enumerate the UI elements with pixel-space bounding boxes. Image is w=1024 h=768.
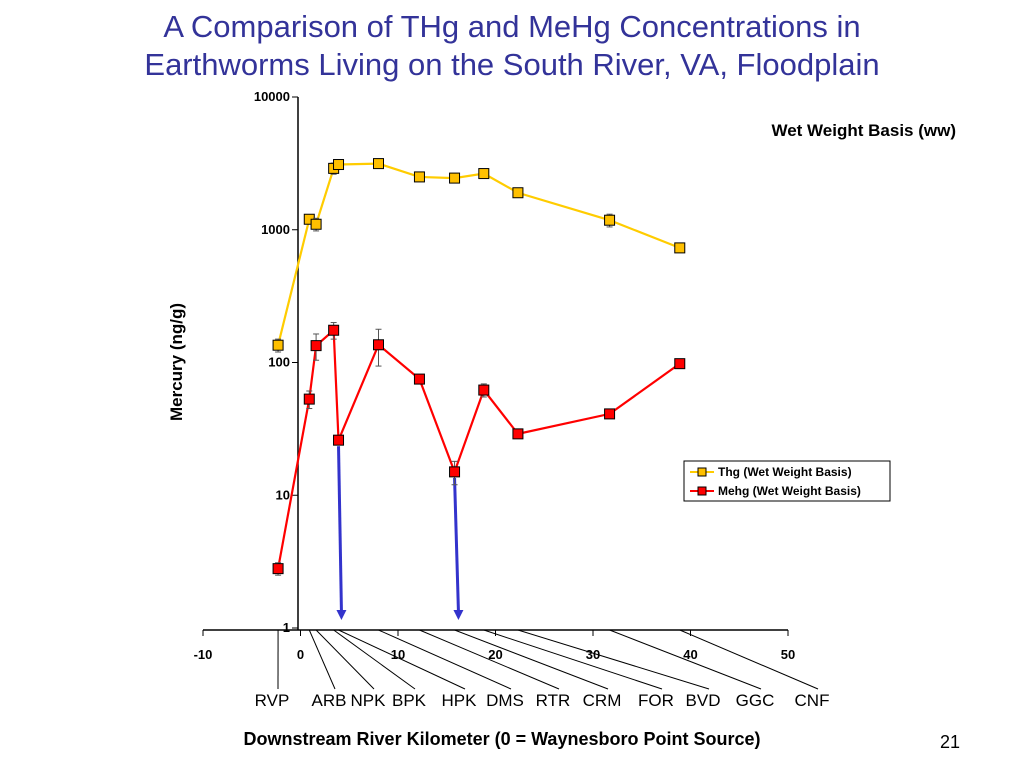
chart-title: Wet Weight Basis (ww)	[771, 121, 956, 140]
x-tick-label: 20	[488, 647, 502, 662]
site-arrows	[336, 446, 464, 620]
data-point	[604, 408, 616, 420]
title-line-2: Earthworms Living on the South River, VA…	[144, 47, 880, 82]
y-tick-label: 1	[283, 620, 290, 635]
site-label: RTR	[536, 691, 571, 710]
site-label: GGC	[736, 691, 775, 710]
x-tick-label: 0	[297, 647, 304, 662]
data-point	[333, 159, 345, 171]
data-point	[333, 434, 345, 446]
series-line	[276, 327, 681, 569]
slide-title: A Comparison of THg and MeHg Concentrati…	[0, 8, 1024, 84]
arrow-head	[336, 610, 347, 620]
arrow-shaft	[453, 477, 460, 613]
data-point	[413, 373, 425, 385]
data-point	[512, 187, 524, 199]
site-callouts: RVP ARB NPK BPK HPK DMS RTR CRM FOR BVD GGC CNF	[255, 629, 830, 710]
data-point	[478, 384, 490, 396]
y-tick-label: 1000	[261, 222, 290, 237]
site-callout-line	[483, 629, 663, 690]
x-tick-label: 30	[586, 647, 600, 662]
site-label: RVP	[255, 691, 290, 710]
y-axis-label: Mercury (ng/g)	[167, 303, 186, 421]
data-point	[478, 168, 490, 180]
legend-box	[683, 460, 891, 502]
data-point	[373, 339, 384, 351]
legend-label: Thg (Wet Weight Basis)	[718, 465, 852, 479]
site-label: CNF	[795, 691, 830, 710]
data-point	[272, 339, 284, 351]
site-label: DMS	[486, 691, 524, 710]
site-callout-line	[609, 629, 762, 690]
site-callout-line	[333, 629, 416, 690]
x-tick-label: -10	[194, 647, 213, 662]
data-point	[449, 466, 461, 478]
site-callout-line	[517, 629, 710, 690]
site-label: ARB	[312, 691, 347, 710]
x-axis-label: Downstream River Kilometer (0 = Waynesbo…	[244, 729, 761, 749]
slide-number: 21	[939, 732, 961, 752]
site-callout-line	[308, 629, 336, 690]
y-tick-label: 10	[276, 487, 290, 502]
data-point	[328, 324, 340, 336]
site-callout-line	[315, 629, 375, 690]
site-label: BVD	[686, 691, 721, 710]
data-point	[413, 171, 425, 183]
series-layer	[272, 158, 686, 576]
y-tick-label: 10000	[254, 89, 290, 104]
legend-swatch-marker	[697, 467, 707, 477]
x-tick-label: 10	[391, 647, 405, 662]
data-point	[449, 172, 461, 184]
data-point	[272, 563, 284, 575]
series-line	[277, 162, 681, 346]
title-line-1: A Comparison of THg and MeHg Concentrati…	[163, 9, 861, 44]
site-label: FOR	[638, 691, 674, 710]
site-label: HPK	[442, 691, 478, 710]
x-tick-label: 50	[781, 647, 795, 662]
data-point	[373, 158, 384, 170]
y-tick-label: 100	[268, 355, 290, 370]
data-point	[604, 214, 616, 226]
site-label: NPK	[351, 691, 387, 710]
x-tick-label: 40	[683, 647, 697, 662]
legend-swatch-marker	[697, 486, 707, 496]
site-label: CRM	[583, 691, 622, 710]
site-callout-line	[378, 629, 512, 690]
legend-label: Mehg (Wet Weight Basis)	[718, 484, 861, 498]
data-point	[310, 340, 322, 352]
chart-axes: -10 0 10 20 30 40 50 1 10 100 1000 10000	[194, 89, 796, 662]
data-point	[310, 218, 322, 230]
data-point	[674, 358, 686, 370]
site-callout-line	[338, 629, 466, 690]
site-callout-line	[454, 629, 609, 690]
data-point	[674, 242, 686, 254]
data-point	[512, 428, 524, 440]
mehg-series	[272, 322, 686, 576]
chart-legend: Thg (Wet Weight Basis) Mehg (Wet Weight B…	[683, 460, 891, 502]
data-point	[303, 393, 315, 405]
site-callout-line	[679, 629, 819, 690]
arrow-shaft	[337, 446, 343, 613]
thg-series	[272, 158, 686, 353]
site-callout-line	[419, 629, 560, 690]
arrow-head	[453, 610, 464, 620]
site-label: BPK	[392, 691, 427, 710]
